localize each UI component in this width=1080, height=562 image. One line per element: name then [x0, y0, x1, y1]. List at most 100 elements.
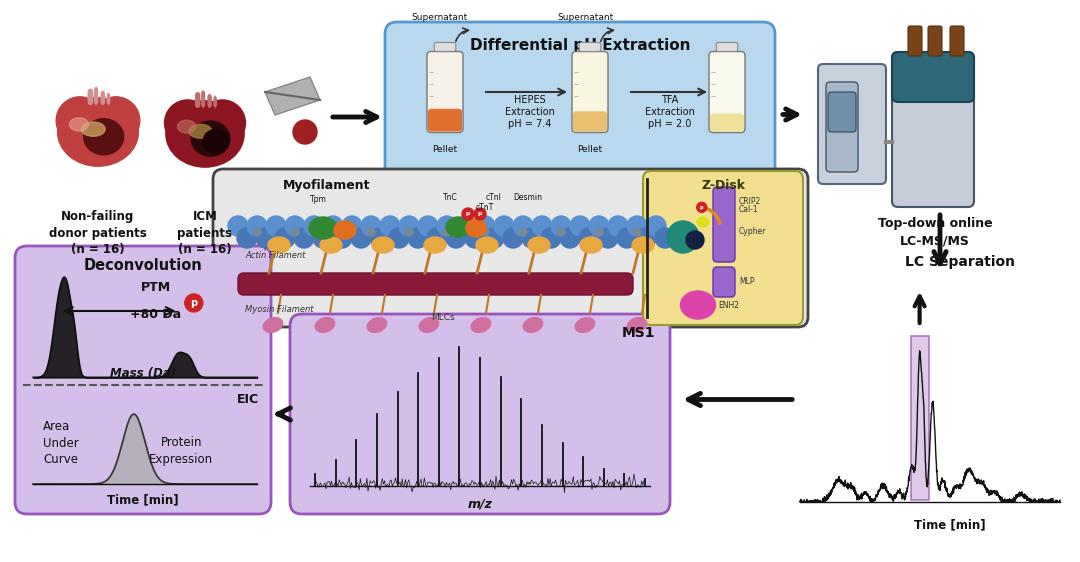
Ellipse shape — [320, 237, 342, 253]
Circle shape — [285, 216, 305, 236]
FancyBboxPatch shape — [106, 92, 110, 106]
Circle shape — [697, 202, 706, 212]
Ellipse shape — [580, 237, 602, 253]
Circle shape — [237, 228, 257, 248]
Circle shape — [465, 228, 485, 248]
Ellipse shape — [576, 318, 595, 332]
Circle shape — [399, 216, 419, 236]
Ellipse shape — [189, 124, 212, 138]
Circle shape — [503, 228, 523, 248]
Text: Area
Under
Curve: Area Under Curve — [43, 420, 79, 466]
Circle shape — [579, 228, 599, 248]
FancyBboxPatch shape — [194, 92, 201, 108]
Circle shape — [513, 216, 534, 236]
FancyBboxPatch shape — [434, 43, 456, 52]
Circle shape — [561, 228, 580, 248]
Ellipse shape — [264, 318, 283, 332]
Text: m/z: m/z — [468, 497, 492, 510]
Text: HEPES
Extraction
pH = 7.4: HEPES Extraction pH = 7.4 — [505, 94, 555, 129]
FancyBboxPatch shape — [291, 314, 670, 514]
Circle shape — [275, 228, 295, 248]
Circle shape — [380, 216, 400, 236]
FancyBboxPatch shape — [15, 246, 271, 514]
FancyBboxPatch shape — [643, 171, 804, 325]
Circle shape — [484, 228, 504, 248]
Circle shape — [519, 228, 527, 236]
Circle shape — [446, 228, 465, 248]
Circle shape — [266, 216, 286, 236]
Text: Myofilament: Myofilament — [283, 179, 370, 192]
Circle shape — [627, 216, 647, 236]
Ellipse shape — [471, 318, 490, 332]
Text: Tpm: Tpm — [310, 195, 326, 204]
FancyBboxPatch shape — [572, 52, 608, 133]
Ellipse shape — [177, 120, 195, 133]
Text: cTnT: cTnT — [476, 203, 495, 212]
Ellipse shape — [268, 237, 291, 253]
Ellipse shape — [465, 219, 486, 237]
Text: Supernatant: Supernatant — [411, 13, 468, 22]
Circle shape — [185, 294, 203, 312]
Text: Protein
Expression: Protein Expression — [149, 436, 214, 465]
Circle shape — [522, 228, 542, 248]
Circle shape — [329, 228, 337, 236]
Circle shape — [92, 97, 139, 144]
FancyBboxPatch shape — [708, 52, 745, 133]
Circle shape — [293, 120, 318, 144]
Circle shape — [291, 228, 299, 236]
Circle shape — [200, 100, 245, 146]
Ellipse shape — [309, 217, 337, 239]
FancyBboxPatch shape — [384, 22, 775, 207]
Text: Deconvolution: Deconvolution — [83, 258, 202, 273]
Circle shape — [418, 216, 438, 236]
Ellipse shape — [372, 237, 394, 253]
Circle shape — [389, 228, 409, 248]
Circle shape — [686, 231, 704, 249]
Circle shape — [456, 216, 476, 236]
Circle shape — [427, 228, 447, 248]
Circle shape — [256, 228, 276, 248]
Ellipse shape — [424, 237, 446, 253]
FancyBboxPatch shape — [87, 88, 93, 106]
FancyBboxPatch shape — [94, 87, 98, 106]
Text: LC Separation: LC Separation — [905, 255, 1015, 269]
Circle shape — [494, 216, 514, 236]
Circle shape — [253, 228, 261, 236]
Text: Myosin Filament: Myosin Filament — [245, 305, 313, 314]
Circle shape — [475, 216, 495, 236]
Text: cTnI: cTnI — [486, 193, 502, 202]
Ellipse shape — [632, 237, 654, 253]
Ellipse shape — [419, 318, 438, 332]
Text: Time [min]: Time [min] — [107, 493, 179, 506]
Circle shape — [294, 228, 314, 248]
Circle shape — [462, 208, 474, 220]
FancyBboxPatch shape — [716, 43, 738, 52]
Text: p: p — [465, 211, 470, 216]
Circle shape — [405, 228, 413, 236]
Circle shape — [437, 216, 457, 236]
Circle shape — [351, 228, 372, 248]
Text: EIC: EIC — [237, 393, 259, 406]
Text: TFA
Extraction
pH = 2.0: TFA Extraction pH = 2.0 — [645, 94, 694, 129]
Ellipse shape — [528, 237, 550, 253]
Text: MLP: MLP — [739, 278, 755, 287]
Circle shape — [443, 228, 451, 236]
Text: p: p — [700, 205, 703, 210]
Ellipse shape — [203, 129, 229, 153]
Circle shape — [474, 208, 486, 220]
Text: ICM
patients
(n = 16): ICM patients (n = 16) — [177, 210, 232, 256]
Text: CRIP2: CRIP2 — [739, 197, 761, 206]
Circle shape — [557, 228, 565, 236]
Circle shape — [247, 216, 267, 236]
Circle shape — [481, 228, 489, 236]
Text: Supernatant: Supernatant — [557, 13, 613, 22]
Circle shape — [541, 228, 561, 248]
FancyBboxPatch shape — [238, 273, 633, 295]
Text: Mass (Da): Mass (Da) — [110, 368, 176, 380]
FancyBboxPatch shape — [427, 52, 463, 133]
Circle shape — [370, 228, 390, 248]
Circle shape — [303, 216, 324, 236]
Ellipse shape — [680, 291, 715, 319]
Circle shape — [598, 228, 618, 248]
Ellipse shape — [697, 217, 708, 227]
